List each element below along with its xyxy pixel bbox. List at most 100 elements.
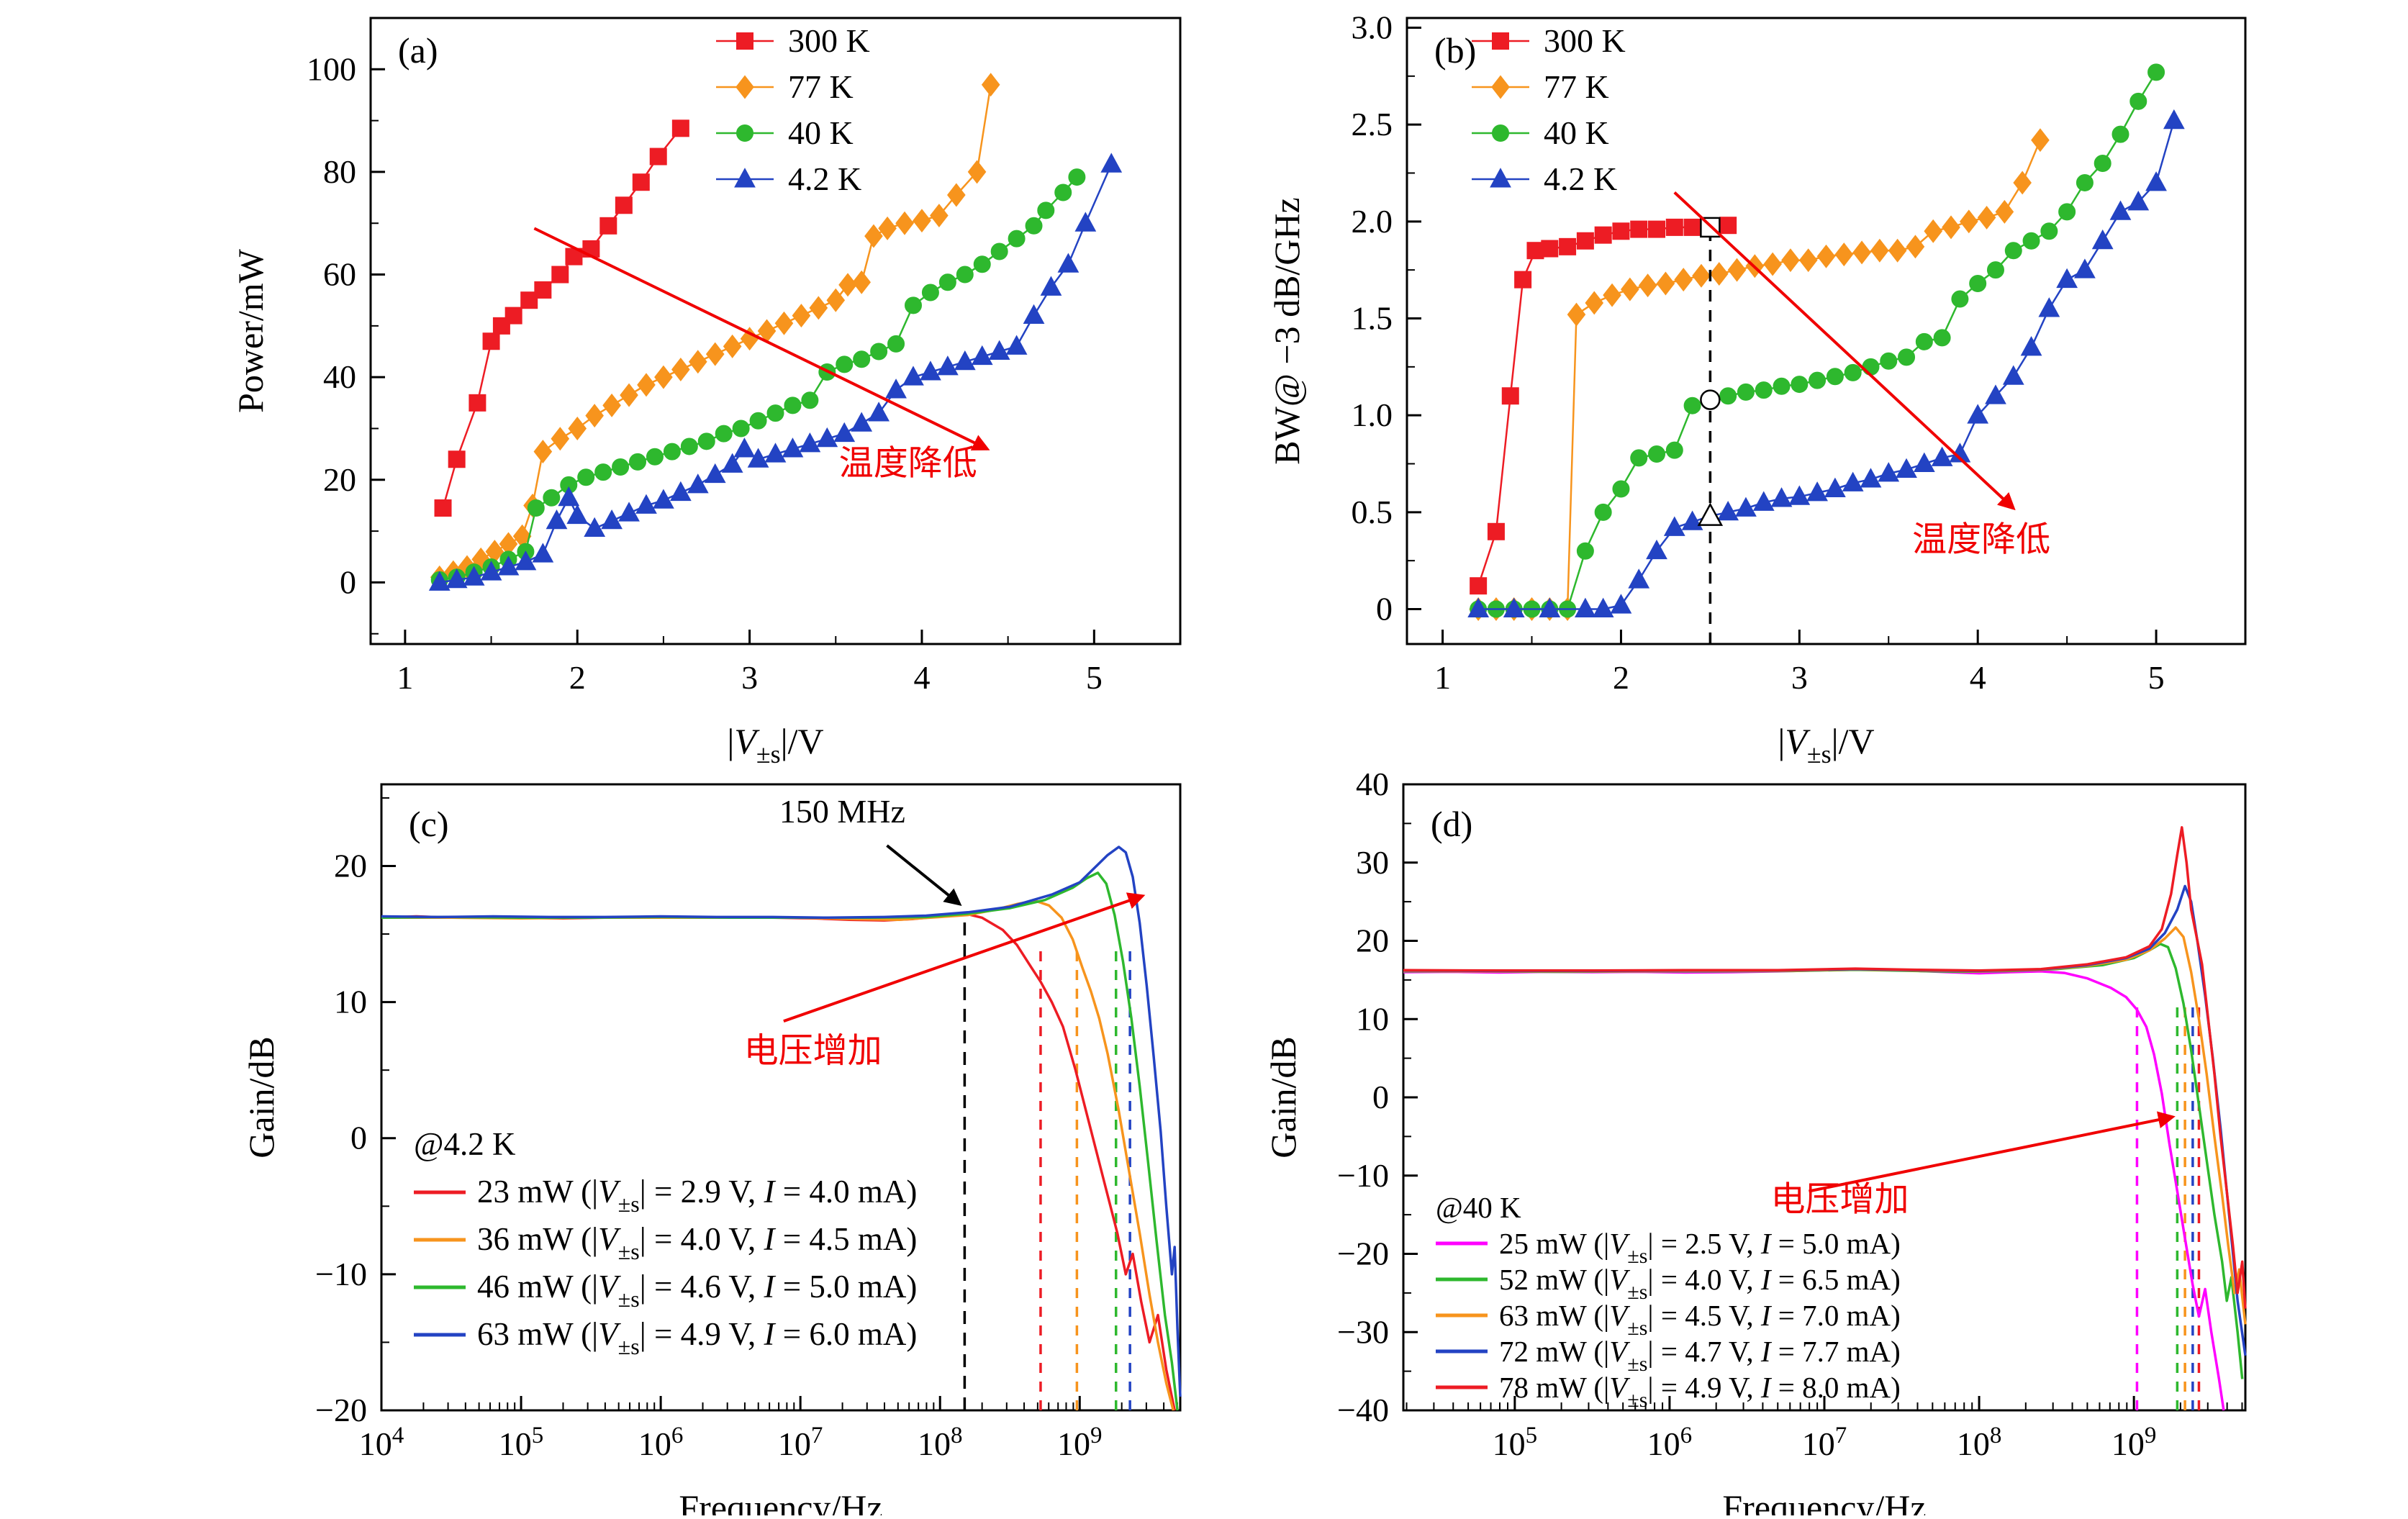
- marker-diamond: [913, 209, 931, 233]
- marker-circle: [1037, 201, 1055, 219]
- marker-diamond: [774, 311, 794, 335]
- marker-circle: [836, 355, 854, 373]
- legend-label: 40 K: [788, 114, 854, 151]
- marker-triangle: [2091, 229, 2114, 250]
- marker-circle: [1951, 290, 1969, 308]
- marker-circle: [1054, 183, 1072, 201]
- condition-label: @4.2 K: [414, 1126, 516, 1162]
- marker-circle: [2058, 203, 2076, 221]
- marker-square: [1576, 232, 1594, 250]
- y-tick-label: 0: [1372, 1079, 1389, 1115]
- marker-circle: [766, 404, 784, 422]
- marker-diamond: [1888, 238, 1907, 263]
- y-tick-label: 3.0: [1352, 9, 1393, 45]
- marker-circle: [1737, 383, 1755, 401]
- panel-label-a: (a): [398, 30, 438, 71]
- marker-triangle: [885, 378, 907, 399]
- y-tick-label: 0: [1376, 591, 1393, 627]
- marker-triangle: [1788, 485, 1811, 505]
- marker-triangle: [1842, 471, 1864, 491]
- marker-triangle: [954, 350, 976, 371]
- marker-diamond: [1567, 302, 1586, 327]
- marker-circle: [1025, 217, 1043, 235]
- marker-triangle: [546, 509, 568, 530]
- axes-d: 105 106 107 108 109 −40 −30 −20 −10 0 10 20 30 40 Freq…: [1263, 766, 2247, 1519]
- legend-label: 40 K: [1544, 114, 1609, 151]
- marker-square: [482, 332, 500, 350]
- marker-triangle: [1100, 153, 1123, 173]
- marker-triangle: [1931, 446, 1953, 466]
- y-tick-label: 40: [323, 358, 356, 395]
- marker-triangle: [497, 556, 520, 576]
- axes-c: 104 105 106 107 108 109 −20 −10 0 10 20 Frequency/H…: [241, 783, 1182, 1519]
- annotation-arrow: [533, 227, 990, 451]
- marker-square: [1612, 222, 1630, 240]
- x-tick-label: 2: [1613, 659, 1629, 696]
- y-tick-label: −20: [1337, 1235, 1389, 1272]
- panel-a-series-77K: [430, 73, 1000, 589]
- marker-diamond: [826, 288, 846, 312]
- marker-triangle: [1913, 452, 1935, 472]
- marker-diamond: [654, 365, 673, 389]
- legend-label: 23 mW (|V±s| = 2.9 V, I = 4.0 mA): [477, 1174, 917, 1217]
- panel-label-d: (d): [1431, 804, 1472, 844]
- marker-square: [1630, 220, 1648, 238]
- marker-diamond: [1816, 244, 1836, 268]
- marker-triangle: [782, 437, 804, 458]
- marker-square: [1683, 218, 1701, 236]
- marker-diamond: [792, 304, 811, 328]
- marker-circle: [680, 437, 698, 455]
- legend-label: 72 mW (|V±s| = 4.7 V, I = 7.7 mA): [1499, 1335, 1901, 1376]
- marker-square: [520, 291, 538, 309]
- marker-diamond: [568, 417, 587, 440]
- marker-circle: [2022, 232, 2040, 250]
- legend-label: 78 mW (|V±s| = 4.9 V, I = 8.0 mA): [1499, 1371, 1901, 1412]
- marker-triangle: [2038, 297, 2060, 317]
- panel-b: 1 2 3 4 5 0 0.5 1.0 1.5 2.0 2.5 3.0 |V±s|/V BW@ −3 dB…: [1267, 9, 2247, 768]
- legend-label: 300 K: [1544, 22, 1626, 59]
- marker-diamond: [878, 216, 897, 240]
- y-tick-label: 10: [334, 984, 367, 1020]
- marker-triangle: [721, 453, 743, 473]
- marker-diamond: [1491, 75, 1510, 99]
- marker-circle: [1773, 377, 1791, 395]
- axes-b: 1 2 3 4 5 0 0.5 1.0 1.5 2.0 2.5 3.0 |V±s|/V BW@ −3 dB…: [1267, 9, 2247, 768]
- marker-triangle: [747, 448, 769, 468]
- marker-triangle: [1697, 502, 1724, 526]
- x-tick-label: 105: [1493, 1423, 1538, 1462]
- plot-frame: [380, 783, 1182, 1412]
- marker-circle: [870, 343, 888, 361]
- marker-triangle: [2109, 200, 2132, 220]
- annotation-text: 150 MHz: [779, 793, 905, 830]
- marker-diamond: [688, 350, 707, 374]
- marker-circle: [1576, 542, 1594, 560]
- marker-triangle: [1057, 253, 1079, 273]
- marker-triangle: [816, 427, 838, 448]
- annotation-text: 温度降低: [839, 445, 977, 483]
- x-tick-label: 5: [1086, 659, 1103, 696]
- y-tick-label: 20: [334, 847, 367, 884]
- y-tick-label: 1.0: [1352, 396, 1393, 433]
- marker-triangle: [1592, 597, 1614, 617]
- y-tick-label: 20: [1356, 922, 1389, 959]
- marker-triangle: [1005, 335, 1028, 355]
- marker-circle: [956, 266, 974, 284]
- y-tick-label: 10: [1356, 1000, 1389, 1037]
- marker-circle: [1826, 368, 1844, 386]
- marker-triangle: [734, 168, 756, 188]
- marker-circle: [2004, 242, 2022, 260]
- marker-triangle: [1860, 468, 1882, 488]
- marker-diamond: [981, 73, 1000, 97]
- marker-triangle: [653, 489, 674, 509]
- x-tick-label: 3: [741, 659, 758, 696]
- marker-circle: [646, 448, 664, 466]
- marker-diamond: [930, 204, 949, 228]
- marker-diamond: [585, 404, 604, 428]
- marker-circle: [612, 458, 630, 476]
- marker-square: [504, 307, 522, 325]
- marker-circle: [1648, 445, 1666, 463]
- panel-b-series-300K: [1470, 217, 1737, 595]
- marker-circle: [1755, 381, 1773, 399]
- marker-triangle: [868, 402, 890, 422]
